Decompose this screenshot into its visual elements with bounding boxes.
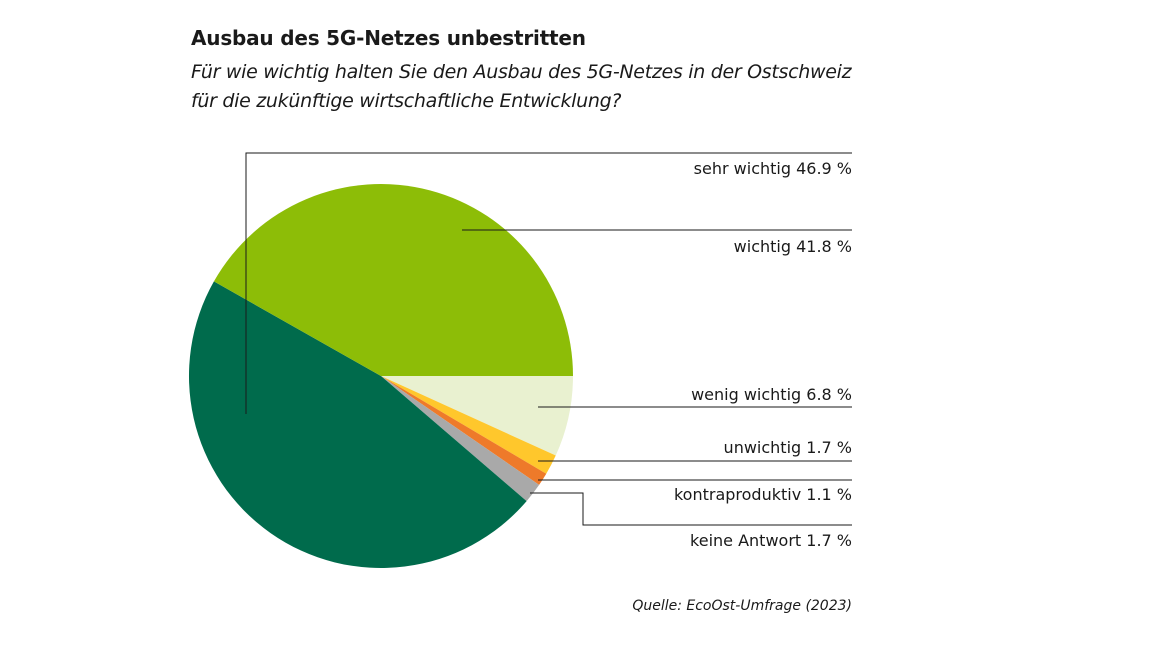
subtitle-line-1: Für wie wichtig halten Sie den Ausbau de… (191, 61, 852, 83)
slice-label-sehr-wichtig: sehr wichtig 46.9 % (694, 159, 852, 178)
pie-slices (188, 183, 574, 569)
slice-label-wenig-wichtig: wenig wichtig 6.8 % (691, 385, 852, 404)
chart-title: Ausbau des 5G-Netzes unbestritten (191, 26, 586, 50)
slice-label-keine-Antwort: keine Antwort 1.7 % (690, 531, 852, 550)
slice-label-wichtig: wichtig 41.8 % (734, 237, 852, 256)
pie-slice-wichtig (213, 183, 574, 376)
pie-slice-keine-Antwort (381, 376, 540, 502)
label-leader-lines (245, 152, 852, 526)
pie-slice-sehr-wichtig (188, 281, 527, 569)
pie-slice-kontraproduktiv (381, 376, 547, 485)
leader-line-sehr-wichtig (245, 152, 852, 414)
slice-labels: sehr wichtig 46.9 % wichtig 41.8 % wenig w… (674, 159, 852, 550)
pie-slice-wenig-wichtig (381, 376, 573, 456)
source-note: Quelle: EcoOst-Umfrage (2023) (632, 598, 852, 614)
pie-slice-unwichtig (381, 376, 556, 474)
slice-label-unwichtig: unwichtig 1.7 % (724, 438, 852, 457)
leader-line-keine-Antwort (530, 492, 852, 526)
subtitle-line-2: für die zukünftige wirtschaftliche Entwi… (191, 90, 622, 112)
slice-label-kontraproduktiv: kontraproduktiv 1.1 % (674, 485, 852, 504)
chart-subtitle: Für wie wichtig halten Sie den Ausbau de… (191, 58, 871, 116)
